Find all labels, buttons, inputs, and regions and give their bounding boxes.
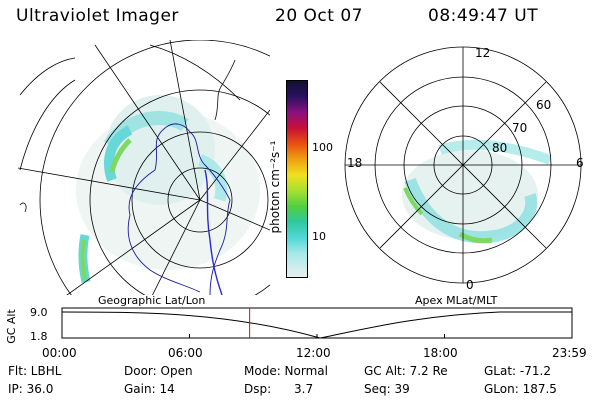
aurora-arc-bright [458, 231, 493, 244]
status-flt: Flt: LBHL [8, 364, 62, 378]
aurora-arc-bright [80, 239, 87, 281]
aurora-arc-bright [109, 138, 132, 173]
app-title: Ultraviolet Imager [16, 6, 179, 26]
mlat-label-80: 80 [492, 141, 508, 155]
geo-map-content [17, 40, 270, 295]
aurora-oval-band [104, 125, 133, 182]
colorbar-unit-label: photon cm⁻²s⁻¹ [268, 140, 282, 234]
mlt-label-18: 18 [347, 156, 363, 170]
altitude-strip [61, 307, 573, 339]
colorbar-tick-100: 100 [312, 141, 333, 154]
status-mode: Mode: Normal [244, 364, 328, 378]
status-glat: GLat: -71.2 [484, 364, 551, 378]
polar-map [344, 46, 582, 284]
altitude-curve [61, 311, 572, 339]
colorbar-tick-10: 10 [312, 230, 326, 243]
status-seq: Seq: 39 [364, 382, 410, 396]
header-date: 20 Oct 07 [275, 6, 363, 26]
status-door: Door: Open [124, 364, 193, 378]
time-tick-2359: 23:59 [552, 346, 587, 360]
status-ip: IP: 36.0 [8, 382, 54, 396]
mlat-label-60: 60 [536, 98, 552, 112]
aurora-oval-band [438, 139, 552, 165]
time-tick-1800: 18:00 [423, 346, 458, 360]
altitude-y-tick-1-8: 1.8 [30, 330, 48, 343]
mlat-label-70: 70 [512, 121, 528, 135]
header-time: 08:49:47 UT [428, 6, 539, 26]
aurora-arc-bright [403, 187, 424, 216]
coastline [19, 202, 27, 213]
altitude-y-tick-9: 9.0 [30, 306, 48, 319]
aurora-patch [197, 154, 228, 202]
coastline [214, 59, 236, 121]
mlt-label-12: 12 [475, 46, 491, 60]
altitude-axis-label: GC Alt [4, 309, 18, 344]
coastline [204, 169, 223, 295]
time-tick-0000: 00:00 [42, 346, 77, 360]
mlt-label-0: 0 [466, 278, 474, 292]
altitude-x-ticks [61, 334, 573, 338]
status-gc-alt: GC Alt: 7.2 Re [364, 364, 448, 378]
time-tick-0600: 06:00 [168, 346, 203, 360]
geo-map-caption: Geographic Lat/Lon [98, 294, 206, 307]
time-tick-1200: 12:00 [296, 346, 331, 360]
status-gain: Gain: 14 [124, 382, 175, 396]
polar-map-caption: Apex MLat/MLT [415, 294, 498, 307]
aurora-oval-band [404, 177, 538, 244]
colorbar [286, 80, 308, 278]
status-glon: GLon: 187.5 [484, 382, 557, 396]
mlt-label-6: 6 [576, 156, 584, 170]
status-dsp: Dsp: 3.7 [244, 382, 314, 396]
graticule [17, 40, 270, 295]
coastline [127, 123, 231, 295]
